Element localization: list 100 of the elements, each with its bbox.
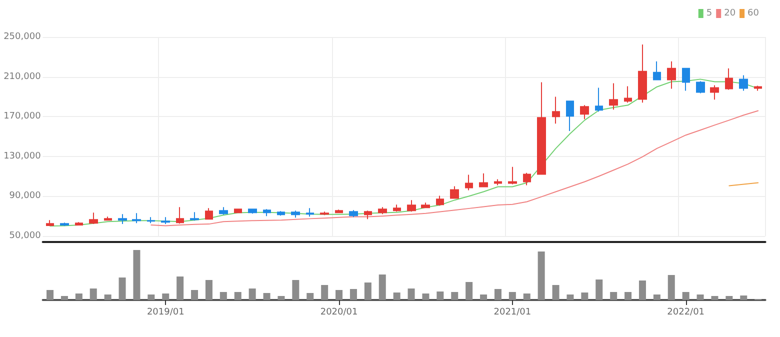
bar [90, 288, 97, 300]
bar [711, 296, 718, 300]
candlestick [450, 186, 459, 200]
bar [205, 280, 212, 300]
candlestick [118, 214, 127, 225]
candlestick [335, 209, 343, 214]
candlestick [219, 206, 228, 216]
candlestick [306, 208, 314, 218]
y-tick-label: 210,000 [4, 72, 42, 82]
candlestick [638, 44, 647, 104]
candlestick [407, 200, 416, 212]
bar [523, 294, 530, 300]
bar [726, 296, 733, 300]
bar [638, 280, 646, 300]
candlestick [234, 208, 242, 214]
bar [696, 294, 704, 300]
bar [552, 285, 560, 300]
bar [682, 292, 690, 300]
candlestick [190, 212, 199, 222]
candlestick [609, 82, 618, 110]
candlestick [46, 220, 54, 227]
candlestick [566, 100, 574, 132]
candlestick [624, 86, 632, 104]
bar [451, 292, 458, 300]
candlestick [421, 202, 430, 209]
candlestick [653, 60, 661, 81]
bar [668, 275, 675, 300]
candlestick [147, 216, 155, 224]
bar [336, 290, 343, 300]
bar [740, 296, 748, 300]
bar [133, 250, 140, 300]
candlestick [537, 82, 546, 175]
y-tick-label: 50,000 [9, 231, 42, 241]
y-tick-label: 90,000 [9, 191, 42, 202]
y-tick-label: 170,000 [4, 112, 42, 122]
bar [408, 288, 415, 300]
candlestick [465, 174, 473, 191]
bar [118, 278, 126, 300]
y-tick-label: 130,000 [4, 151, 42, 162]
candlestick [739, 74, 748, 92]
bar [176, 276, 184, 300]
x-tick-label: 2022/01 [667, 308, 705, 318]
legend-label: 20 [724, 8, 736, 18]
candlestick [277, 210, 285, 216]
line-series [150, 110, 759, 226]
candlestick [378, 206, 387, 215]
candlestick [436, 195, 444, 206]
bar [364, 282, 372, 300]
bar [466, 282, 473, 300]
candlestick [161, 216, 170, 225]
legend-label: 5 [706, 8, 712, 18]
y-tick-label: 250,000 [4, 32, 42, 42]
bar [75, 294, 82, 300]
candlestick [263, 208, 271, 217]
bar [321, 285, 328, 300]
bar [566, 294, 574, 300]
candlestick [248, 208, 257, 214]
candlestick [696, 80, 705, 94]
bar [436, 292, 444, 300]
bar [350, 289, 357, 300]
legend-label: 60 [748, 8, 760, 18]
bar [393, 292, 400, 300]
candlestick [132, 212, 141, 224]
candlestick [291, 210, 300, 218]
candlestick [725, 68, 733, 90]
candlestick [104, 216, 112, 222]
bar [234, 292, 242, 300]
candlestick [682, 67, 690, 92]
line-series [50, 78, 759, 227]
bar [191, 290, 198, 300]
bar [306, 293, 314, 300]
candlestick [176, 206, 184, 224]
candlestick [89, 212, 98, 225]
bar [378, 274, 386, 300]
candlestick [523, 172, 531, 186]
candlestick [595, 87, 603, 112]
candlestick [205, 208, 213, 220]
candlestick [349, 210, 358, 218]
bar [148, 294, 155, 300]
candlestick [479, 172, 488, 188]
candlestick [508, 166, 517, 185]
bar [596, 280, 603, 300]
candlestick [393, 204, 401, 212]
candlestick [364, 210, 372, 220]
bar [278, 296, 285, 300]
candlestick [580, 104, 589, 120]
candlestick [60, 222, 69, 227]
candlestick [667, 60, 676, 90]
bar [248, 288, 256, 300]
bar [422, 294, 430, 300]
candlestick [75, 222, 83, 226]
bar [480, 294, 488, 300]
bar [581, 292, 588, 300]
candlestick [710, 84, 719, 100]
x-tick-label: 2020/01 [320, 308, 358, 318]
bar [220, 292, 227, 300]
bar [263, 293, 270, 300]
candlestick [320, 211, 329, 216]
bar [538, 252, 545, 300]
bar [60, 296, 68, 300]
